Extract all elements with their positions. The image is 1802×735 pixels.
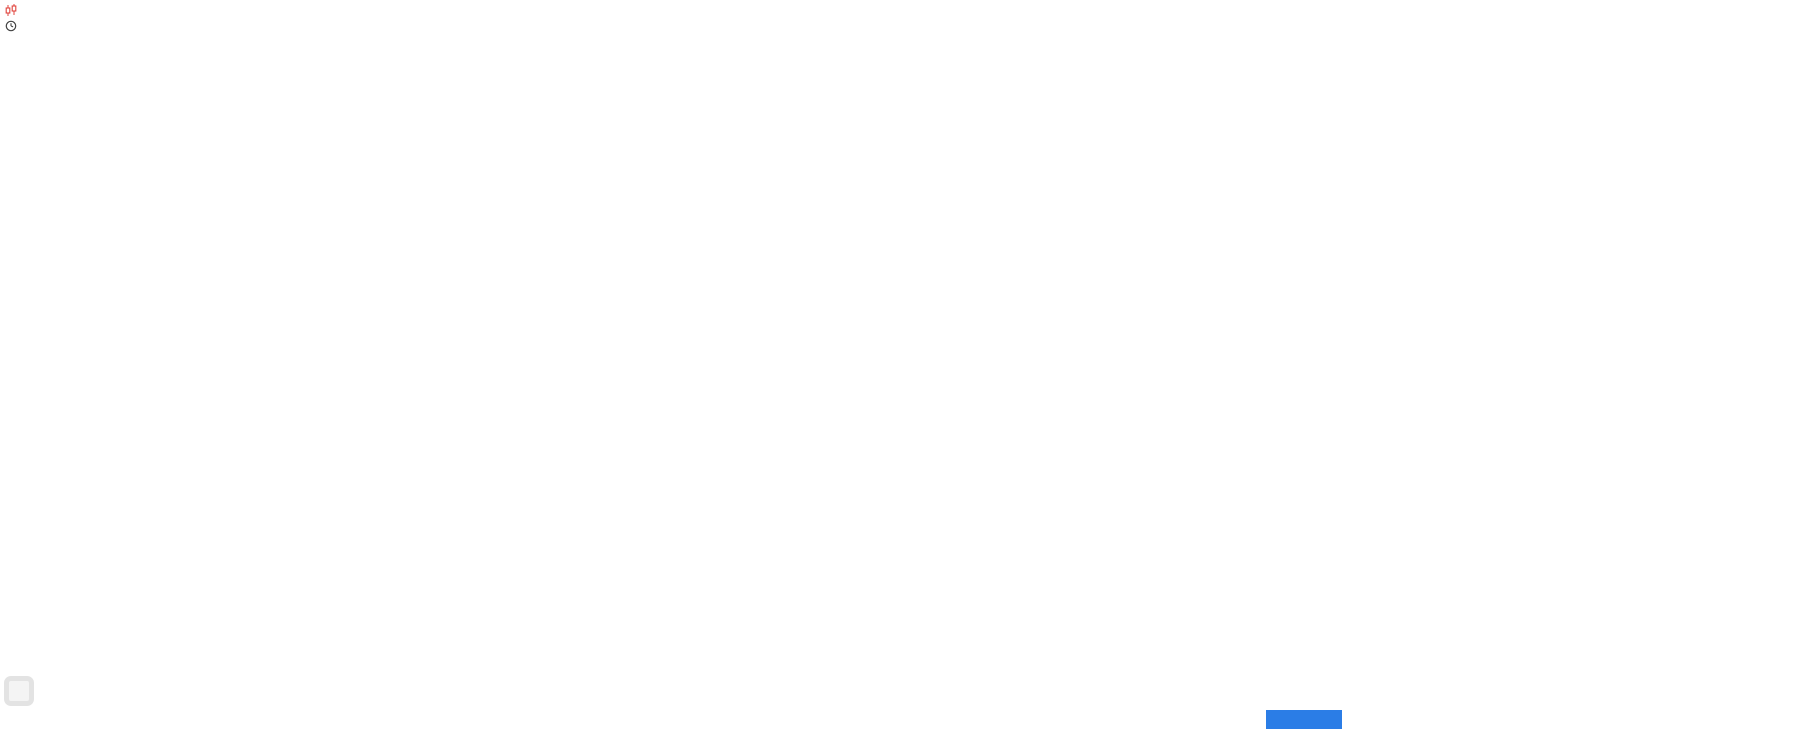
candlestick-icon bbox=[5, 4, 17, 16]
clock-icon bbox=[5, 20, 17, 31]
ohlc-values bbox=[33, 3, 75, 18]
stock3-logo-icon bbox=[4, 676, 34, 706]
stock3-watermark bbox=[4, 634, 34, 706]
chart-header bbox=[5, 3, 75, 33]
cursor-date-badge bbox=[1266, 710, 1342, 729]
